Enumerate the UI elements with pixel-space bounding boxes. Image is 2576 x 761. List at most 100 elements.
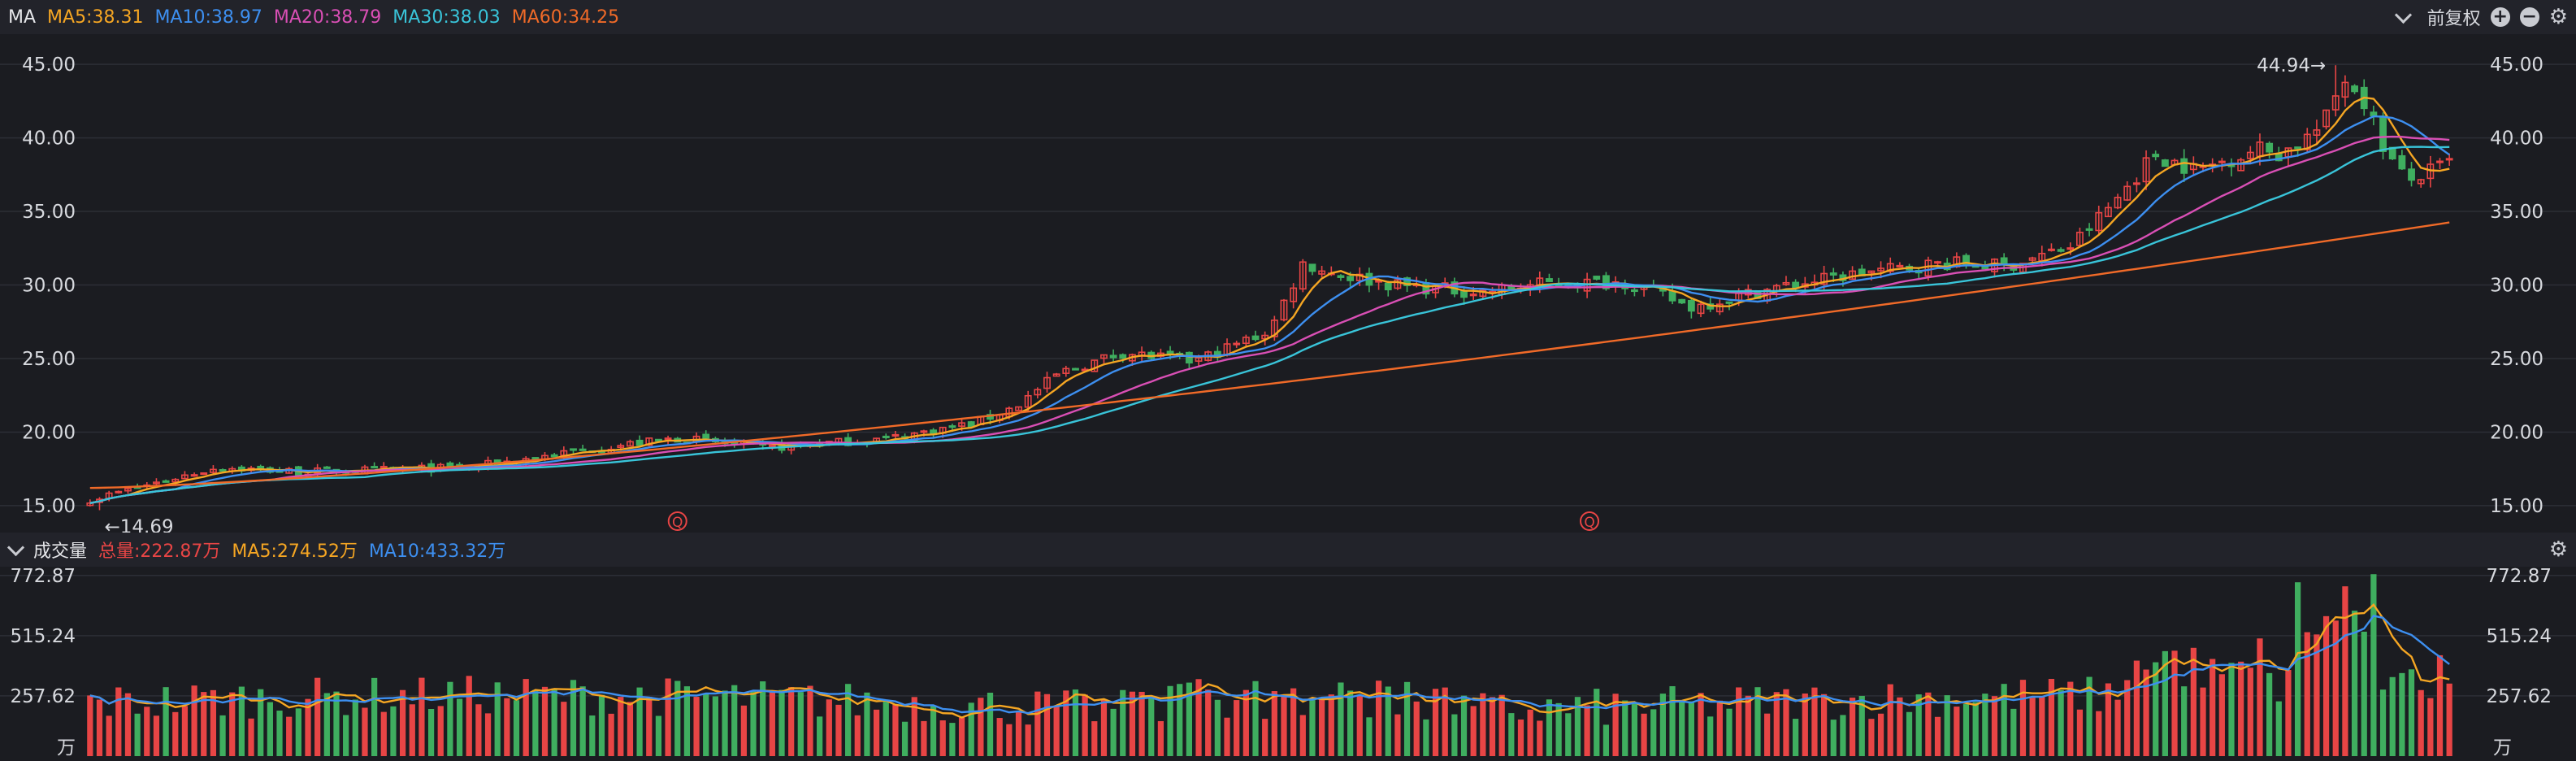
zoom-in-icon[interactable]: + [2490,7,2510,27]
volume-bar [693,697,700,756]
volume-bar [1234,700,1240,756]
volume-bar [286,716,293,756]
volume-bar [1707,716,1714,756]
volume-bar [2408,669,2415,756]
volume-bar [2446,683,2452,756]
adjust-mode-select[interactable]: 前复权 [2426,9,2481,29]
candle-body [664,437,672,441]
volume-indicator-name[interactable]: 成交量 [33,541,88,562]
volume-bar [1347,690,1354,756]
volume-bar [1745,695,1751,756]
volume-bar [1252,681,1259,756]
volume-bar [1688,701,1694,756]
event-marker[interactable] [667,511,687,531]
volume-bar [598,694,605,756]
ma20-label: MA20:38.79 [273,7,382,28]
event-marker-text: Q [672,515,683,531]
candle-body [1715,303,1724,313]
volume-bar [1612,694,1619,756]
zoom-out-icon[interactable]: − [2519,7,2539,27]
volume-bar [1214,699,1221,756]
volume-bar [892,704,899,756]
candle-body [162,480,170,483]
candle-body [1072,367,1079,371]
volume-bar [1319,698,1325,756]
volume-bar [740,705,747,756]
candle-body [1934,261,1941,264]
volume-bar [1517,719,1524,756]
candle-body [1242,337,1250,345]
candlestick-series [86,65,2453,511]
volume-bar [229,692,236,756]
candle-body [1820,272,1828,285]
candle-body [1687,299,1695,312]
volume-bar [1527,709,1533,756]
volume-bar [1442,687,1448,756]
volume-bar [1897,697,1903,756]
candle-body [1261,334,1269,340]
chevron-down-icon[interactable] [7,538,25,556]
volume-bar [1915,694,1922,756]
volume-bar [1489,697,1496,756]
moving-average-lines [89,96,2450,504]
volume-bar [258,689,264,756]
candle-body [550,454,558,458]
volume-bar [817,716,823,756]
grid-lines [0,63,2576,697]
volume-bar [2058,689,2064,756]
volume-bar [456,698,463,756]
volume-bar [1195,679,1202,756]
volume-bar [2200,687,2206,756]
volume-bar [305,698,311,756]
volume-bar [760,681,766,756]
volume-bar [2096,711,2102,756]
volume-bar [1423,719,1429,756]
price-tick-right: 30.00 [2490,276,2543,297]
volume-bar [807,685,813,756]
volume-bar [1982,694,1988,756]
gear-icon[interactable]: ⚙ [2548,537,2568,562]
gear-icon[interactable]: ⚙ [2548,5,2568,29]
volume-bar [996,718,1003,756]
volume-bar [1025,724,1031,756]
volume-bar [1602,724,1610,756]
volume-bar [2001,684,2007,756]
volume-bar [1679,701,1685,756]
candle-body [115,490,123,494]
volume-bar [1480,693,1486,756]
event-marker[interactable] [1580,511,1600,531]
volume-bar [1394,714,1401,756]
volume-bar [2210,659,2216,756]
volume-bar [1868,719,1875,756]
volume-bar [1546,699,1553,756]
candle-body [1469,294,1477,297]
volume-bar [2181,686,2188,756]
volume-bar [703,694,709,756]
chevron-down-icon[interactable] [2394,6,2412,24]
volume-bar [712,696,719,756]
price-tick-right: 45.00 [2490,54,2543,76]
volume-bar [466,676,472,756]
axis-labels: 45.00 45.00 40.00 40.00 35.00 35.00 30.00 30.00… [11,54,2552,759]
price-tick-left: 20.00 [22,422,76,443]
volume-bar [1584,705,1590,756]
volume-ma-lines [89,603,2450,719]
candle-body [967,421,975,428]
candle-body [1337,275,1345,278]
volume-bar [883,701,889,756]
volume-bar [1508,713,1515,756]
volume-bar [201,692,207,756]
candle-body [1043,376,1051,389]
volume-bar [835,704,842,756]
volume-bar [627,702,634,756]
volume-bar [1148,697,1155,756]
candle-body [1015,406,1022,411]
indicator-name[interactable]: MA [8,7,37,28]
volume-tick-right: 515.24 [2487,626,2552,647]
candle-body [379,466,388,469]
candle-body [1394,279,1402,289]
volume-bar [646,697,653,756]
volume-bar [1262,719,1268,756]
candle-body [1924,259,1932,277]
volume-bar [1205,689,1212,756]
